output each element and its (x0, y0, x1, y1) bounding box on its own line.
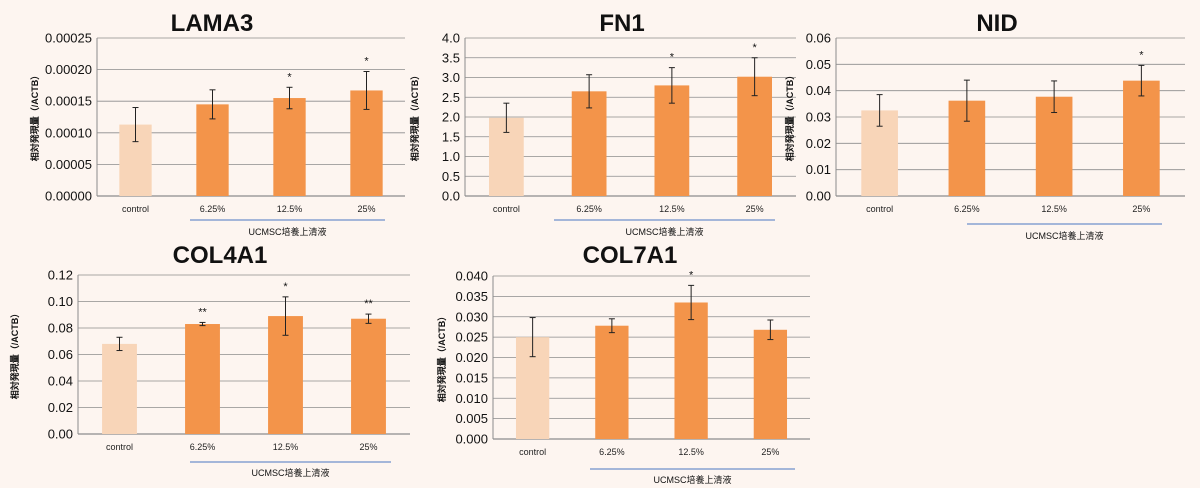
y-tick-label: 0.02 (48, 400, 73, 415)
significance-marker: * (287, 71, 292, 83)
y-axis-label: 相対発現量（/ACTB） (784, 71, 795, 162)
bar (273, 98, 306, 196)
y-axis-label: 相対発現量（/ACTB） (9, 309, 20, 400)
category-label: 12.5% (678, 447, 704, 457)
y-tick-label: 0.06 (806, 31, 831, 46)
category-label: 6.25% (200, 204, 226, 214)
y-tick-label: 0.010 (455, 391, 488, 406)
bar (351, 318, 386, 434)
y-tick-label: 0.04 (48, 374, 73, 389)
y-axis-label: 相対発現量（/ACTB） (29, 71, 40, 162)
y-tick-label: 0.00010 (45, 125, 92, 140)
significance-marker: * (689, 269, 694, 281)
y-tick-label: 0.000 (455, 432, 488, 447)
significance-marker: ** (364, 298, 373, 310)
chart-title: LAMA3 (171, 10, 254, 37)
chart-title: COL7A1 (583, 242, 678, 269)
bar (595, 325, 629, 439)
category-label: control (493, 204, 520, 214)
category-label: control (866, 204, 893, 214)
category-label: 6.25% (599, 447, 625, 457)
y-tick-label: 0.035 (455, 289, 488, 304)
group-label: UCMSC培養上清液 (1026, 230, 1104, 241)
bar (654, 85, 690, 196)
chart-title: FN1 (599, 10, 644, 37)
y-tick-label: 2.0 (442, 110, 460, 125)
y-tick-label: 0.02 (806, 136, 831, 151)
significance-marker: * (283, 281, 288, 293)
significance-marker: ** (198, 306, 207, 318)
category-label: control (106, 442, 133, 452)
y-tick-label: 0.05 (806, 57, 831, 72)
y-axis-label: 相対発現量（/ACTB） (409, 71, 420, 162)
y-axis-label: 相対発現量（/ACTB） (436, 312, 447, 403)
y-tick-label: 0.01 (806, 162, 831, 177)
category-label: 25% (761, 447, 779, 457)
y-tick-label: 0.04 (806, 83, 831, 98)
bar (102, 343, 137, 434)
y-tick-label: 3.0 (442, 70, 460, 85)
y-tick-label: 0.03 (806, 110, 831, 125)
category-label: control (519, 447, 546, 457)
category-label: 12.5% (659, 204, 685, 214)
chart-title: COL4A1 (173, 242, 268, 269)
bar (753, 329, 788, 439)
category-label: 25% (357, 204, 375, 214)
category-label: 6.25% (576, 204, 602, 214)
y-tick-label: 3.5 (442, 50, 460, 65)
bar (571, 91, 607, 196)
y-tick-label: 0.030 (455, 309, 488, 324)
y-tick-label: 0.040 (455, 269, 488, 284)
category-label: 12.5% (277, 204, 303, 214)
chart-title: NID (976, 10, 1017, 37)
group-label: UCMSC培養上清液 (654, 474, 732, 485)
group-label: UCMSC培養上清液 (626, 226, 704, 237)
significance-marker: * (670, 52, 675, 64)
y-tick-label: 0.00025 (45, 31, 92, 46)
y-tick-label: 0.020 (455, 350, 488, 365)
bar (1123, 80, 1160, 196)
bar (196, 104, 229, 196)
category-label: 25% (1132, 204, 1150, 214)
y-tick-label: 0.10 (48, 294, 73, 309)
y-tick-label: 0.00 (806, 189, 831, 204)
category-label: 12.5% (273, 442, 299, 452)
y-tick-label: 0.00005 (45, 157, 92, 172)
significance-marker: * (1139, 49, 1144, 61)
bar (674, 302, 708, 439)
bar (1035, 96, 1073, 196)
category-label: 25% (359, 442, 377, 452)
significance-marker: * (364, 55, 369, 67)
y-tick-label: 0.00000 (45, 189, 92, 204)
y-tick-label: 4.0 (442, 31, 460, 46)
category-label: 6.25% (190, 442, 216, 452)
category-label: 6.25% (954, 204, 980, 214)
y-tick-label: 0.5 (442, 169, 460, 184)
y-tick-label: 1.0 (442, 149, 460, 164)
y-tick-label: 0.025 (455, 330, 488, 345)
group-label: UCMSC培養上清液 (252, 467, 330, 478)
y-tick-label: 0.06 (48, 347, 73, 362)
group-label: UCMSC培養上清液 (249, 226, 327, 237)
y-tick-label: 0.12 (48, 268, 73, 283)
category-label: 25% (746, 204, 764, 214)
bar (185, 324, 220, 434)
y-tick-label: 0.00020 (45, 62, 92, 77)
y-tick-label: 0.0 (442, 189, 460, 204)
y-tick-label: 2.5 (442, 90, 460, 105)
y-tick-label: 1.5 (442, 129, 460, 144)
y-tick-label: 0.00015 (45, 94, 92, 109)
category-label: 12.5% (1041, 204, 1067, 214)
significance-marker: * (752, 42, 757, 54)
y-tick-label: 0.005 (455, 411, 488, 426)
bar (737, 76, 773, 196)
y-tick-label: 0.00 (48, 427, 73, 442)
category-label: control (122, 204, 149, 214)
y-tick-label: 0.08 (48, 321, 73, 336)
y-tick-label: 0.015 (455, 370, 488, 385)
